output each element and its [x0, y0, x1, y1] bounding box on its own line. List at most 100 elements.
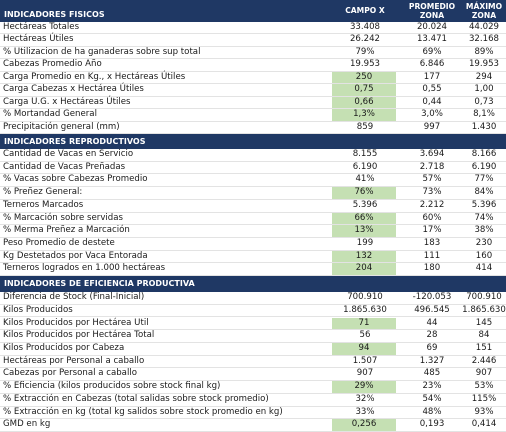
cell-value: 17% — [422, 225, 442, 236]
cell-value: 6.846 — [419, 59, 445, 70]
cell-value: 0,44 — [422, 96, 442, 107]
row-label: Hectáreas por Personal a caballo — [3, 355, 145, 366]
cell-value: 3.694 — [419, 149, 445, 160]
cell-value: 32.168 — [468, 34, 500, 45]
cell-value: 19.953 — [468, 59, 500, 70]
cell-value: 145 — [475, 317, 493, 328]
cell-value: 1.430 — [471, 121, 497, 132]
cell-value: 8.166 — [471, 149, 497, 160]
row-label: % Merma Preñez a Marcación — [3, 225, 130, 236]
cell-value: 53% — [474, 381, 494, 392]
table-row: % Extracción en kg (total kg salidos sob… — [0, 407, 506, 420]
row-label: Kilos Producidos por Hectárea Total — [3, 330, 155, 341]
table-row: Hectáreas Totales 33.408 20.024 44.029 — [0, 22, 506, 35]
cell-value: 13% — [332, 225, 396, 237]
table-row: % Utilizacion de ha ganaderas sobre sup … — [0, 46, 506, 60]
cell-value: 29% — [332, 381, 396, 393]
cell-value: 859 — [356, 121, 374, 132]
row-label: % Utilizacion de ha ganaderas sobre sup … — [3, 46, 201, 57]
cell-value: 0,55 — [422, 84, 442, 95]
table-row: Kilos Producidos por Hectárea Total 56 28 8… — [0, 330, 506, 343]
cell-value: 84 — [478, 330, 490, 341]
table-row: Kilos Producidos 1.865.630 496.545 1.865.63… — [0, 305, 506, 318]
section-header: INDICADORES REPRODUCTIVOS — [0, 134, 506, 150]
table-row: Carga U.G. x Hectáreas Útiles 0,66 0,44 0,7… — [0, 96, 506, 110]
column-header: PROMEDIO ZONA — [408, 2, 456, 20]
cell-value: 485 — [423, 368, 441, 379]
table-row: Cantidad de Vacas en Servicio 8.155 3.694 8… — [0, 149, 506, 162]
row-label: Carga Promedio en Kg., x Hectáreas Útile… — [3, 71, 186, 82]
column-header: MÁXIMO ZONA — [465, 2, 503, 20]
cell-value: 700.910 — [466, 292, 502, 303]
cell-value: 77% — [474, 174, 494, 185]
row-label: Kilos Producidos por Hectárea Util — [3, 317, 149, 328]
row-label: Kilos Producidos — [3, 304, 73, 315]
row-label: % Mortandad General — [3, 109, 97, 120]
cell-value: 6.190 — [471, 161, 497, 172]
table-row: Cabezas por Personal a caballo 907 485 907 — [0, 368, 506, 382]
cell-value: 13.471 — [416, 34, 448, 45]
cell-value: 84% — [474, 187, 494, 198]
cell-value: 5.396 — [352, 199, 378, 210]
row-label: Cantidad de Vacas Preñadas — [3, 161, 126, 172]
cell-value: 48% — [422, 406, 442, 417]
table-row: Cantidad de Vacas Preñadas 6.190 2.718 6.19… — [0, 162, 506, 175]
cell-value: 8,1% — [473, 109, 495, 120]
cell-value: 151 — [475, 342, 493, 353]
table-row: Kilos Producidos por Hectárea Util 71 44 14… — [0, 317, 506, 331]
cell-value: 700.910 — [347, 292, 383, 303]
table-row: % Extracción en Cabezas (total salidas s… — [0, 394, 506, 407]
cell-value: -120.053 — [412, 292, 452, 303]
row-label: % Vacas sobre Cabezas Promedio — [3, 174, 148, 185]
cell-value: 115% — [471, 393, 497, 404]
cell-value: 44 — [426, 317, 438, 328]
cell-value: 28 — [426, 330, 438, 341]
table-row: Hectáreas Útiles 26.242 13.471 32.168 — [0, 34, 506, 47]
row-label: % Marcación sobre servidas — [3, 212, 123, 223]
table-row: GMD en kg 0,256 0,193 0,414 — [0, 419, 506, 432]
cell-value: 1.865.630 — [462, 304, 506, 315]
row-label: Cabezas por Personal a caballo — [3, 368, 137, 379]
cell-value: 79% — [355, 46, 375, 57]
cell-value: 6.190 — [352, 161, 378, 172]
row-label: Diferencia de Stock (Final-Inicial) — [3, 292, 145, 303]
section-header: INDICADORES FISICOS CAMPO X PROMEDIO ZONA M… — [0, 0, 506, 22]
cell-value: 907 — [475, 368, 493, 379]
table-row: Hectáreas por Personal a caballo 1.507 1.3… — [0, 356, 506, 369]
cell-value: 73% — [422, 187, 442, 198]
row-label: Cabezas Promedio Año — [3, 59, 102, 70]
row-label: Carga U.G. x Hectáreas Útiles — [3, 96, 131, 107]
table-row: % Merma Preñez a Marcación 13% 17% 38% — [0, 225, 506, 238]
cell-value: 5.396 — [471, 199, 497, 210]
row-label: % Extracción en kg (total kg salidos sob… — [3, 406, 283, 417]
cell-value: 0,414 — [471, 419, 497, 430]
cell-value: 89% — [474, 46, 494, 57]
cell-value: 1.865.630 — [343, 304, 387, 315]
cell-value: 57% — [422, 174, 442, 185]
cell-value: 93% — [474, 406, 494, 417]
row-label: Carga Cabezas x Hectárea Útiles — [3, 84, 144, 95]
cell-value: 3,0% — [421, 109, 443, 120]
cell-value: 2.212 — [419, 199, 445, 210]
cell-value: 0,66 — [332, 96, 396, 109]
section-title: INDICADORES FISICOS — [4, 10, 105, 19]
cell-value: 907 — [356, 368, 374, 379]
section-title: INDICADORES DE EFICIENCIA PRODUCTIVA — [4, 279, 195, 289]
row-label: % Eficiencia (kilos producidos sobre sto… — [3, 381, 221, 392]
row-label: Hectáreas Totales — [3, 22, 80, 32]
table-row: Kilos Producidos por Cabeza 94 69 151 — [0, 342, 506, 356]
cell-value: 204 — [332, 263, 396, 276]
cell-value: 60% — [422, 212, 442, 223]
cell-value: 32% — [355, 393, 375, 404]
cell-value: 2.718 — [419, 161, 445, 172]
table-row: Peso Promedio de destete 199 183 230 — [0, 238, 506, 251]
section-header: INDICADORES DE EFICIENCIA PRODUCTIVA — [0, 276, 506, 293]
row-label: GMD en kg — [3, 419, 51, 430]
cell-value: 132 — [332, 250, 396, 263]
row-label: Hectáreas Útiles — [3, 34, 74, 45]
cell-value: 66% — [332, 212, 396, 225]
cell-value: 94 — [332, 342, 396, 355]
cell-value: 76% — [332, 187, 396, 199]
cell-value: 183 — [423, 237, 441, 248]
